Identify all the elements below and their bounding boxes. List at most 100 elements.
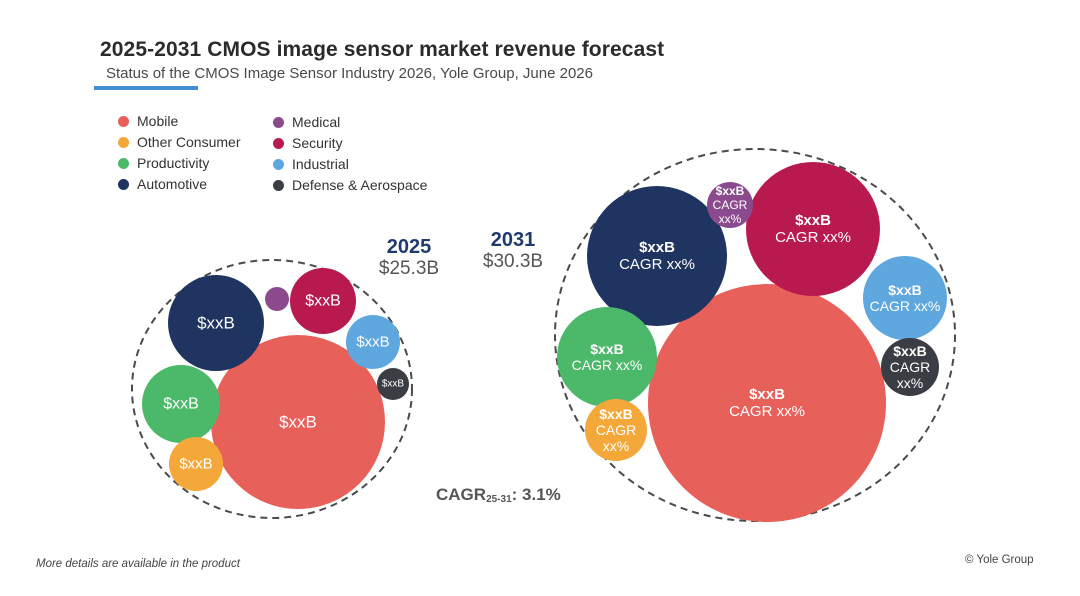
- cagr-label: CAGR: [436, 485, 487, 504]
- bubble-value-label: $xxB: [716, 184, 745, 198]
- bubble-value-label: $xxB: [356, 334, 389, 351]
- legend-label: Defense & Aerospace: [292, 177, 428, 193]
- bubble-value-label: $xxB: [888, 282, 921, 298]
- bubble-value-label: $xxB: [590, 341, 623, 357]
- bubble-value-label: $xxB: [893, 343, 926, 359]
- bubble-cagr-label: xx%: [897, 375, 923, 391]
- legend-label: Medical: [292, 114, 341, 130]
- legend-item-industrial: Industrial: [273, 156, 473, 177]
- cagr-period: 25-31: [486, 494, 512, 505]
- total-2031: $30.3B: [482, 251, 544, 272]
- bubble-circle: [142, 365, 220, 443]
- bubble-circle: [881, 338, 939, 396]
- bubble-value-label: $xxB: [795, 212, 831, 229]
- legend-item-mobile: Mobile: [118, 113, 318, 134]
- bubble-circle: [169, 437, 223, 491]
- copyright: © Yole Group: [965, 554, 1034, 566]
- bubble-value-label: $xxB: [279, 413, 317, 432]
- bubble-circle: [746, 162, 880, 296]
- title-accent-bar: [94, 86, 198, 90]
- bubble-circle: [211, 335, 385, 509]
- legend-column-left: Mobile Other Consumer Productivity Autom…: [118, 113, 318, 197]
- legend-swatch: [118, 116, 129, 127]
- bubble-2025-automotive: $xxB: [168, 275, 264, 371]
- legend-label: Security: [292, 135, 343, 151]
- bubble-cagr-label: CAGR xx%: [619, 256, 695, 273]
- legend-swatch: [118, 179, 129, 190]
- legend-label: Other Consumer: [137, 134, 241, 150]
- year-label-2031: 2031 $30.3B: [472, 229, 554, 273]
- legend-item-security: Security: [273, 135, 473, 156]
- legend-label: Mobile: [137, 113, 179, 129]
- bubble-cagr-label: CAGR xx%: [870, 298, 941, 314]
- year-2025: 2025: [386, 236, 432, 258]
- cagr-value: : 3.1%: [511, 485, 561, 504]
- legend-item-productivity: Productivity: [118, 155, 318, 176]
- legend-item-automotive: Automotive: [118, 176, 318, 197]
- bubble-circle: [585, 399, 647, 461]
- total-2025: $25.3B: [378, 258, 440, 279]
- legend-swatch: [273, 117, 284, 128]
- legend-column-right: Medical Security Industrial Defense & Ae…: [273, 114, 473, 198]
- bubble-circle: [557, 307, 657, 407]
- bubble-2025-defense-and-aerospace: $xxB: [377, 368, 409, 400]
- bubble-value-label: $xxB: [639, 239, 675, 256]
- bubble-circle: [587, 186, 727, 326]
- bubble-circle: [707, 182, 753, 228]
- bubble-circle: [863, 256, 947, 340]
- bubble-value-label: $xxB: [749, 386, 785, 403]
- legend-item-defense-aerospace: Defense & Aerospace: [273, 177, 473, 198]
- bubble-layer: $xxB$xxB$xxB$xxB$xxB$xxB$xxB$xxB$xxBCAGR…: [142, 162, 947, 522]
- bubble-value-label: $xxB: [179, 456, 212, 473]
- bubble-value-label: $xxB: [163, 396, 199, 413]
- bubble-cagr-label: CAGR: [713, 198, 748, 212]
- bubble-2025-security: $xxB: [290, 268, 356, 334]
- bubble-2025-mobile: $xxB: [211, 335, 385, 509]
- bubble-2025-productivity: $xxB: [142, 365, 220, 443]
- bubble-value-label: $xxB: [255, 270, 288, 287]
- bubble-circle: [346, 315, 400, 369]
- year-label-2025: 2025 $25.3B: [368, 236, 450, 280]
- legend-label: Automotive: [137, 176, 208, 192]
- bubble-circle: [168, 275, 264, 371]
- bubble-circle: [377, 368, 409, 400]
- bubble-cagr-label: xx%: [603, 438, 629, 454]
- bubble-cagr-label: CAGR: [596, 422, 636, 438]
- bubble-value-label: $xxB: [599, 406, 632, 422]
- bubble-value-label: $xxB: [305, 293, 341, 310]
- footnote: More details are available in the produc…: [36, 558, 240, 570]
- bubble-value-label: $xxB: [197, 314, 235, 333]
- chart-title: 2025-2031 CMOS image sensor market reven…: [100, 38, 665, 61]
- bubble-2025-medical: $xxB: [255, 270, 289, 311]
- legend-item-medical: Medical: [273, 114, 473, 135]
- bubble-2025-other-consumer: $xxB: [169, 437, 223, 491]
- bubble-cagr-label: CAGR: [890, 359, 930, 375]
- bubble-cagr-label: xx%: [719, 212, 742, 226]
- legend-label: Productivity: [137, 155, 210, 171]
- chart-subtitle: Status of the CMOS Image Sensor Industry…: [106, 65, 593, 82]
- bubble-circle: [648, 284, 886, 522]
- legend-swatch: [273, 138, 284, 149]
- legend-label: Industrial: [292, 156, 349, 172]
- legend-item-other-consumer: Other Consumer: [118, 134, 318, 155]
- bubble-circle: [290, 268, 356, 334]
- legend-swatch: [273, 159, 284, 170]
- bubble-cagr-label: CAGR xx%: [572, 357, 643, 373]
- year-2031: 2031: [490, 229, 536, 251]
- legend-swatch: [118, 158, 129, 169]
- group-outline-2025: [131, 259, 413, 519]
- overall-cagr: CAGR25-31: 3.1%: [436, 485, 561, 505]
- bubble-circle: [265, 287, 289, 311]
- bubble-cagr-label: CAGR xx%: [729, 403, 805, 420]
- legend-swatch: [273, 180, 284, 191]
- bubble-2025-industrial: $xxB: [346, 315, 400, 369]
- bubble-value-label: $xxB: [382, 379, 405, 390]
